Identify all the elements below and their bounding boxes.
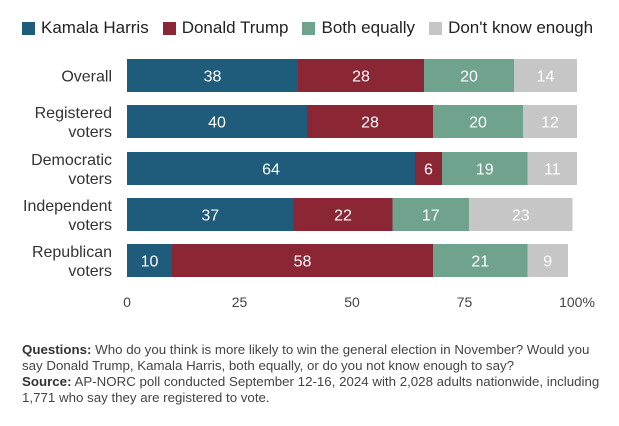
bar-segment	[424, 59, 514, 92]
x-tick-label: 50	[344, 294, 360, 310]
bar-segment	[527, 244, 568, 277]
category-label: Overall	[61, 69, 112, 86]
data-label: 21	[471, 254, 489, 271]
category-label: Republican	[32, 244, 112, 261]
legend-label-dont-know: Don't know enough	[448, 18, 594, 37]
bar-segment	[298, 59, 424, 92]
data-label: 40	[208, 115, 226, 132]
category-label: voters	[68, 263, 112, 280]
category-label: voters	[68, 217, 112, 234]
data-label: 23	[512, 208, 530, 225]
category-label: voters	[68, 124, 112, 141]
questions-text: Who do you think is more likely to win t…	[22, 342, 590, 373]
data-label: 11	[544, 162, 561, 179]
chart-notes: Questions: Who do you think is more like…	[22, 342, 602, 406]
bar-segment	[127, 105, 307, 138]
data-label: 14	[537, 69, 555, 86]
legend-item-harris: Kamala Harris	[22, 18, 149, 38]
x-tick-label: 100%	[559, 294, 595, 310]
category-label: Registered	[35, 105, 112, 122]
bar-segment	[523, 105, 577, 138]
bar-segment	[527, 152, 577, 185]
data-label: 9	[543, 254, 552, 271]
legend-item-trump: Donald Trump	[162, 18, 289, 38]
data-label: 58	[294, 254, 312, 271]
bar-segment	[127, 244, 172, 277]
bar-segment	[172, 244, 433, 277]
data-label: 20	[469, 115, 487, 132]
bar-segment	[469, 198, 573, 231]
category-label: voters	[68, 171, 112, 188]
data-label: 17	[422, 208, 440, 225]
legend-swatch-harris	[22, 21, 35, 35]
data-label: 6	[424, 162, 433, 179]
bar-segment	[307, 105, 433, 138]
data-label: 19	[476, 162, 494, 179]
category-label: Democratic	[31, 152, 112, 169]
bar-segment	[127, 59, 298, 92]
legend-label-both-equally: Both equally	[321, 18, 416, 37]
bar-segment	[442, 152, 528, 185]
source-text: AP-NORC poll conducted September 12-16, …	[22, 374, 600, 405]
data-label: 10	[141, 254, 159, 271]
category-label: Independent	[23, 198, 113, 215]
data-label: 28	[361, 115, 379, 132]
legend-item-dont-know: Don't know enough	[429, 18, 593, 38]
data-label: 28	[352, 69, 370, 86]
data-label: 37	[201, 208, 219, 225]
bar-segment	[514, 59, 577, 92]
source-note: Source: AP-NORC poll conducted September…	[22, 374, 602, 406]
bar-segment	[127, 198, 294, 231]
legend-label-trump: Donald Trump	[181, 18, 289, 37]
bar-segment	[392, 198, 469, 231]
legend-label-harris: Kamala Harris	[41, 18, 149, 37]
data-label: 12	[541, 115, 559, 132]
source-label: Source:	[22, 374, 72, 389]
data-label: 64	[262, 162, 280, 179]
questions-note: Questions: Who do you think is more like…	[22, 342, 602, 374]
data-label: 38	[204, 69, 222, 86]
legend-swatch-both-equally	[302, 21, 316, 35]
data-label: 22	[334, 208, 352, 225]
x-tick-label: 0	[123, 294, 131, 310]
questions-label: Questions:	[22, 342, 92, 357]
bar-segment	[293, 198, 393, 231]
x-tick-label: 25	[232, 294, 248, 310]
stacked-bar-chart: Overall 38 28 20 14 Registered voters 40 28 20 12 D…	[23, 59, 595, 310]
legend-swatch-trump	[162, 21, 176, 35]
bar-segment	[433, 105, 523, 138]
x-tick-label: 75	[457, 294, 473, 310]
data-label: 20	[460, 69, 478, 86]
chart-legend: Kamala Harris Donald Trump Both equally …	[22, 18, 593, 38]
legend-item-both-equally: Both equally	[302, 18, 415, 38]
bar-segment	[415, 152, 442, 185]
legend-swatch-dont-know	[429, 21, 443, 35]
bar-segment	[433, 244, 528, 277]
bar-segment	[127, 152, 415, 185]
